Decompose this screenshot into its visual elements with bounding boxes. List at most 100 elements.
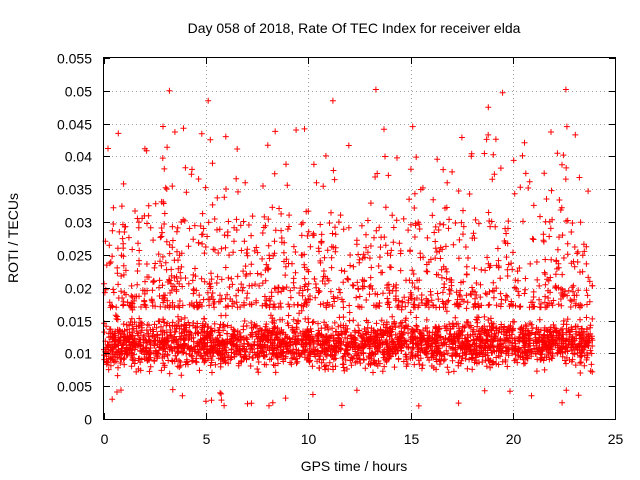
data-point [359, 331, 366, 337]
data-point [106, 260, 113, 267]
data-point [285, 322, 292, 329]
data-point [214, 226, 220, 233]
data-point [112, 312, 119, 319]
data-point [176, 298, 183, 304]
data-point [222, 264, 229, 271]
data-point [568, 340, 575, 347]
data-point [240, 301, 247, 308]
data-point [258, 271, 265, 278]
data-point [438, 266, 445, 273]
data-point [297, 330, 304, 336]
data-point [363, 317, 370, 324]
data-point [380, 329, 387, 336]
data-point [476, 351, 483, 358]
data-point [573, 344, 580, 351]
y-tick-label: 0.04 [65, 149, 92, 165]
data-point [157, 303, 164, 310]
data-point [199, 210, 206, 217]
data-point [521, 139, 528, 146]
data-point [446, 291, 453, 297]
data-point [588, 361, 595, 368]
data-point [199, 322, 206, 329]
data-point [517, 184, 524, 191]
data-point [151, 321, 158, 328]
data-point [314, 341, 321, 347]
data-point [282, 272, 289, 279]
data-point [201, 278, 208, 285]
data-point [160, 337, 167, 344]
data-point [340, 279, 347, 286]
data-point [288, 355, 295, 362]
data-point [560, 317, 567, 324]
data-point [430, 364, 437, 371]
data-point [542, 271, 549, 278]
data-point [458, 134, 465, 141]
data-point [263, 302, 270, 309]
data-point [373, 320, 380, 327]
data-point [522, 360, 529, 367]
data-point [116, 228, 123, 235]
data-point [205, 219, 212, 226]
data-point [301, 261, 308, 268]
data-point [264, 142, 271, 149]
data-point [436, 356, 443, 363]
data-point [121, 355, 128, 361]
data-point [405, 299, 412, 306]
data-point [260, 183, 266, 189]
data-point [564, 348, 571, 355]
data-point [330, 293, 337, 300]
data-point [345, 224, 352, 231]
data-point [490, 344, 497, 351]
data-point [565, 287, 572, 294]
data-point [495, 257, 502, 264]
data-point [161, 329, 168, 336]
data-point [495, 264, 502, 271]
data-point [589, 368, 596, 375]
data-point [306, 358, 313, 364]
data-point [118, 203, 125, 210]
data-point [248, 325, 255, 331]
data-point [319, 278, 326, 284]
data-point [113, 315, 120, 322]
data-point [405, 344, 412, 351]
data-point [383, 319, 390, 326]
data-point [248, 342, 255, 349]
data-point [306, 333, 313, 340]
data-point [166, 87, 173, 94]
data-point [225, 218, 232, 225]
data-point [143, 147, 150, 154]
data-point [136, 261, 143, 267]
data-point [440, 351, 447, 358]
data-point [545, 277, 552, 284]
data-point [584, 338, 591, 345]
data-point [344, 335, 351, 342]
data-point [409, 280, 416, 286]
data-point [366, 354, 372, 361]
data-point [129, 246, 136, 253]
data-point [215, 250, 222, 256]
data-point [532, 350, 539, 357]
data-point [497, 341, 504, 348]
data-point [148, 296, 155, 303]
data-point [445, 369, 452, 376]
data-point [517, 325, 524, 332]
data-point [376, 303, 383, 310]
data-point [133, 323, 140, 330]
data-point [158, 233, 165, 240]
data-point [428, 297, 435, 304]
data-point [159, 282, 166, 289]
data-point [381, 363, 388, 370]
data-point [305, 268, 312, 275]
data-point [295, 301, 301, 308]
data-point [472, 216, 479, 223]
data-point [156, 318, 163, 325]
data-point [585, 188, 592, 195]
data-point [490, 151, 497, 158]
data-point [248, 232, 255, 239]
data-point [233, 292, 240, 299]
data-point [164, 302, 171, 309]
data-point [255, 331, 262, 338]
data-point [152, 303, 159, 310]
data-point [436, 325, 443, 332]
